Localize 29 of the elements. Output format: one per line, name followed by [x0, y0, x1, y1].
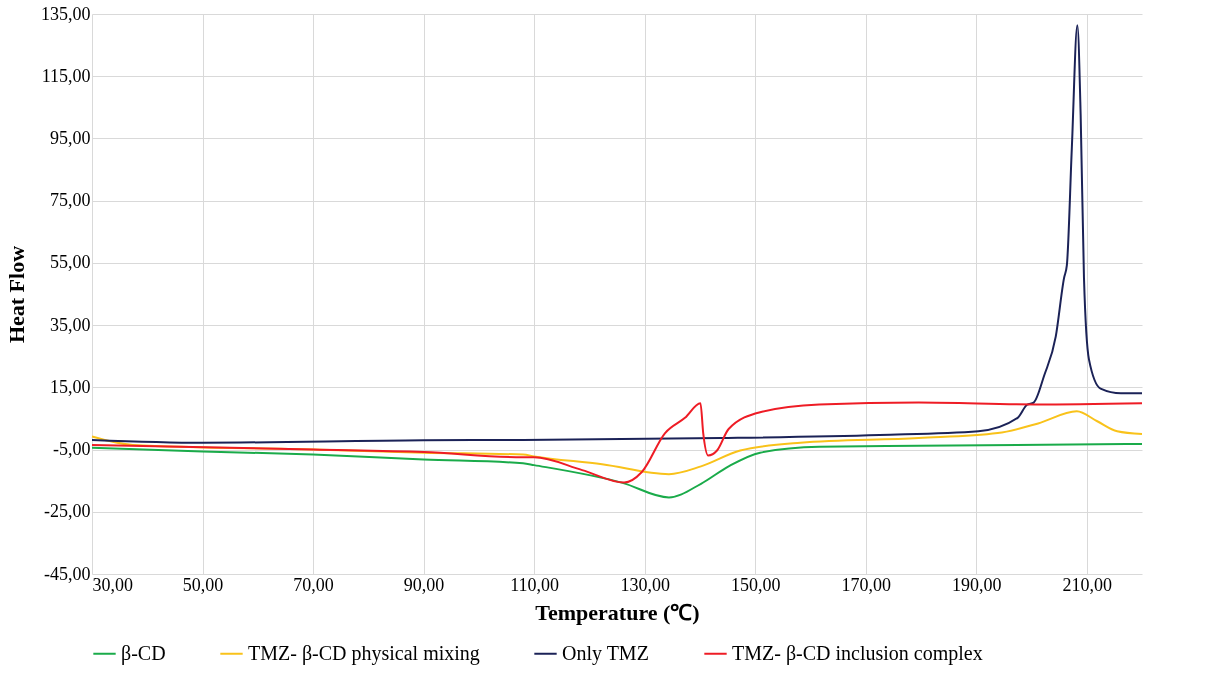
x-tick-label: 30,00 [92, 574, 133, 595]
y-tick-label: 15,00 [50, 376, 91, 397]
x-tick-label: 190,00 [951, 574, 1002, 595]
y-tick-label: -5,00 [53, 439, 91, 460]
legend-label: TMZ- β-CD inclusion complex [732, 641, 983, 665]
x-tick-label: 110,00 [510, 574, 560, 595]
y-tick-label: 75,00 [50, 190, 91, 211]
x-axis-title: Temperature (℃) [535, 599, 700, 625]
y-tick-label: 115,00 [41, 65, 91, 86]
legend-label: Only TMZ [562, 641, 649, 665]
x-tick-label: 50,00 [182, 574, 224, 595]
y-tick-label: 135,00 [41, 3, 91, 24]
y-axis-title: Heat Flow [4, 245, 29, 344]
line-series [91, 24, 1143, 444]
x-tick-label: 70,00 [293, 574, 334, 595]
legend-label: β-CD [121, 641, 166, 665]
y-tick-label: 95,00 [50, 127, 91, 148]
legend-label: TMZ- β-CD physical mixing [248, 641, 480, 665]
x-tick-label: 130,00 [620, 574, 670, 595]
y-tick-label: 35,00 [50, 314, 91, 335]
y-tick-label: 55,00 [50, 252, 91, 273]
line-series [91, 442, 1143, 499]
x-tick-label: 210,00 [1062, 574, 1112, 595]
y-tick-label: -25,00 [44, 501, 91, 522]
y-tick-label: -45,00 [44, 563, 91, 584]
x-tick-label: 170,00 [841, 574, 891, 595]
line-series [91, 401, 1143, 484]
x-tick-label: 150,00 [730, 574, 781, 595]
x-tick-label: 90,00 [403, 574, 445, 595]
